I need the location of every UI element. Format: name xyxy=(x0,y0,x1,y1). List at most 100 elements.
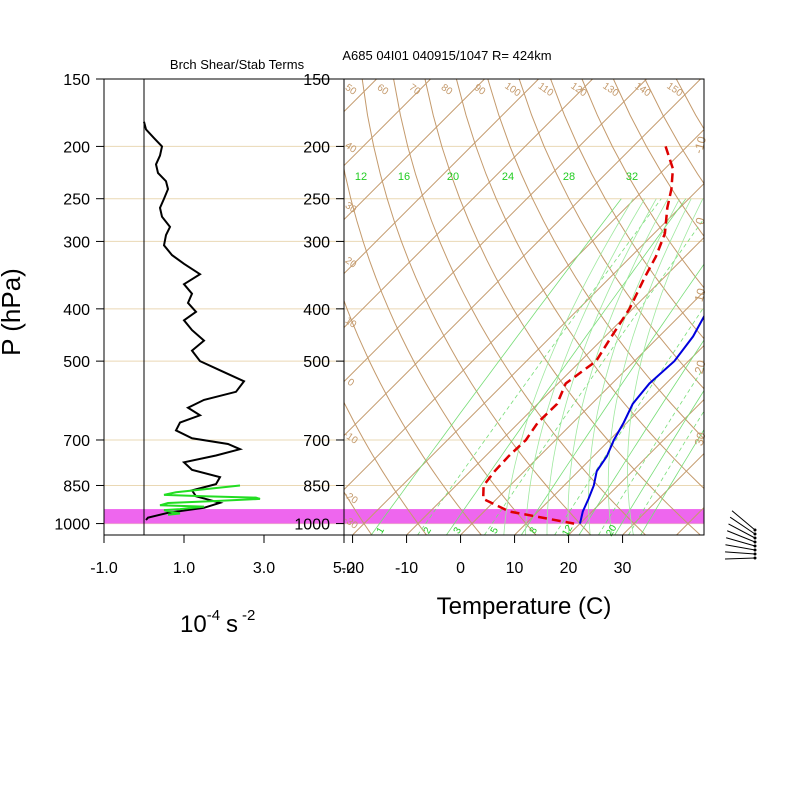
skewt-moist-adiabat-8 xyxy=(503,198,634,535)
skewt-isotherm--70 xyxy=(344,79,539,275)
skewt-ytick-label-500: 500 xyxy=(303,354,330,371)
skewt-dry-adiabat-30 xyxy=(393,79,646,535)
skewt-surface-highlight-band xyxy=(344,509,704,524)
skewt-dry-adiabat-60 xyxy=(487,79,704,440)
skewt-isotherm--10 xyxy=(406,236,704,535)
mixing-ratio-label-24: 24 xyxy=(502,171,514,183)
side-number-0: 0 xyxy=(693,216,708,226)
skewt-dry-adiabat--40 xyxy=(169,79,263,535)
left-ytick-label-1000: 1000 xyxy=(54,517,90,534)
skewt-mixing-ratio-16 xyxy=(578,339,704,535)
skewt-isobars xyxy=(344,79,704,525)
xlabel-unit: s xyxy=(226,611,238,638)
left-xtick-label-3.0: 3.0 xyxy=(253,560,275,577)
wind-barb-4 xyxy=(726,530,756,543)
skewt-mixing-ratio-2 xyxy=(417,198,662,535)
mixing-ratio-label-12: 12 xyxy=(355,171,367,183)
left-pressure-ticks: 150 200 250 300 400 500 700 850 1000 xyxy=(54,72,104,534)
skewt-dry-adiabat-130 xyxy=(708,79,800,535)
skewt-ytick-label-850: 850 xyxy=(303,478,330,495)
left-ytick-label-150: 150 xyxy=(63,72,90,89)
wind-barb-1 xyxy=(731,510,756,531)
left-ytick-label-300: 300 xyxy=(63,234,90,251)
left-ytick-label-500: 500 xyxy=(63,354,90,371)
skewt-isotherm-30 xyxy=(622,452,704,535)
adiabat-label-top-150: 150 xyxy=(664,81,684,100)
skewt-dry-adiabat-110 xyxy=(644,79,704,185)
skewt-ytick-label-200: 200 xyxy=(303,139,330,156)
wind-barb-dot-5 xyxy=(753,544,757,548)
wind-barb-dot-2 xyxy=(753,532,757,536)
skewt-moist-adiabat-32 xyxy=(627,198,704,535)
skewt-isotherm--30 xyxy=(344,128,704,491)
mixing-ratio-label-bottom-8: 8 xyxy=(528,525,541,536)
left-xtick-label-1.0: 1.0 xyxy=(173,560,195,577)
skewt-title: A685 04I01 040915/1047 R= 424km xyxy=(342,48,551,63)
dewpoint-line xyxy=(481,146,675,525)
xlabel-base: 10 xyxy=(180,611,207,638)
left-xtick-label--1.0: -1.0 xyxy=(90,560,118,577)
wind-barb-3 xyxy=(728,523,756,539)
skewt-isotherm-50 xyxy=(731,79,800,535)
skewt-mixing-ratio-24 xyxy=(614,389,704,535)
skewt-xtick-label--10: -10 xyxy=(395,560,418,577)
skewt-moist-adiabat-28 xyxy=(607,198,692,535)
side-number-20: 20 xyxy=(692,358,709,375)
wind-barb-5 xyxy=(726,537,756,547)
skewt-dry-adiabat-40 xyxy=(424,79,701,535)
skewt-dry-adiabat-140 xyxy=(739,79,800,535)
skewt-mixing-ratio-28 xyxy=(628,410,704,535)
skewt-isotherm--90 xyxy=(344,79,431,167)
skewt-x-axis-label: Temperature (C) xyxy=(437,593,612,620)
skewt-moist-adiabat-24 xyxy=(588,198,680,535)
skewt-isotherm--50 xyxy=(344,79,647,383)
mixing-ratio-label-28: 28 xyxy=(563,171,575,183)
side-number-30: 30 xyxy=(692,430,709,447)
skewt-dry-adiabat-10 xyxy=(344,166,537,535)
skewt-pressure-ticks: 150 200 250 300 400 500 700 850 1000 xyxy=(294,72,344,534)
skewt-dry-adiabat-80 xyxy=(550,79,704,340)
skewt-ytick-label-400: 400 xyxy=(303,302,330,319)
side-number--10: -10 xyxy=(691,134,709,155)
adiabat-label-left-30: 30 xyxy=(343,200,359,216)
wind-barb-dot-6 xyxy=(753,548,757,552)
skewt-xtick-label-10: 10 xyxy=(506,560,524,577)
left-panel-title: Brch Shear/Stab Terms xyxy=(170,57,305,72)
left-series-line-1 xyxy=(143,121,246,521)
adiabat-label-top-140: 140 xyxy=(632,81,652,100)
skewt-dry-adiabat-50 xyxy=(455,79,704,490)
skewt-isotherms xyxy=(344,79,800,535)
wind-barb-7 xyxy=(725,551,756,555)
skewt-ytick-label-700: 700 xyxy=(303,433,330,450)
skewt-moist-adiabat-20 xyxy=(567,198,669,535)
skewt-ytick-label-150: 150 xyxy=(303,72,330,89)
skewt-isotherm--20 xyxy=(352,182,704,535)
mixing-ratio-label-20: 20 xyxy=(447,171,459,183)
skewt-moist-adiabat-16 xyxy=(546,198,657,535)
skewt-frame xyxy=(343,78,705,536)
left-ytick-label-400: 400 xyxy=(63,302,90,319)
adiabat-label-top-70: 70 xyxy=(407,82,423,98)
skewt-xtick-label-0: 0 xyxy=(456,560,465,577)
skewt-panel: A685 04I01 040915/1047 R= 424km 12 16 20 24… xyxy=(169,48,800,620)
skewt-mixing-ratio-8 xyxy=(520,263,704,535)
mixing-ratio-label-bottom-2: 2 xyxy=(422,525,435,536)
left-x-ticks: -1.0 1.0 3.0 5.0 xyxy=(90,535,355,577)
skewt-xtick-label-20: 20 xyxy=(560,560,578,577)
skewt-mixing-ratio-20 xyxy=(598,366,704,535)
skewt-xtick-label-30: 30 xyxy=(614,560,632,577)
adiabat-label-left-10: 10 xyxy=(343,315,359,331)
skewt-temperature-ticks: -20 -10 0 10 20 30 xyxy=(341,535,632,577)
temperature-line xyxy=(579,314,704,524)
skewt-isotherm-20 xyxy=(568,398,704,535)
skewt-dry-adiabat-0 xyxy=(344,299,482,535)
left-y-axis-label: P (hPa) xyxy=(0,268,26,356)
adiabat-label-top-90: 90 xyxy=(472,82,488,98)
skewt-isotherm-0 xyxy=(460,290,704,535)
left-series-lines xyxy=(143,121,261,521)
left-ytick-label-250: 250 xyxy=(63,192,90,209)
skewt-dry-adiabat--30 xyxy=(203,79,317,535)
mixing-ratio-label-bottom-3: 3 xyxy=(452,525,465,536)
skewt-mixing-ratio-12 xyxy=(554,306,704,535)
adiabat-label-left-20: 20 xyxy=(343,255,359,271)
